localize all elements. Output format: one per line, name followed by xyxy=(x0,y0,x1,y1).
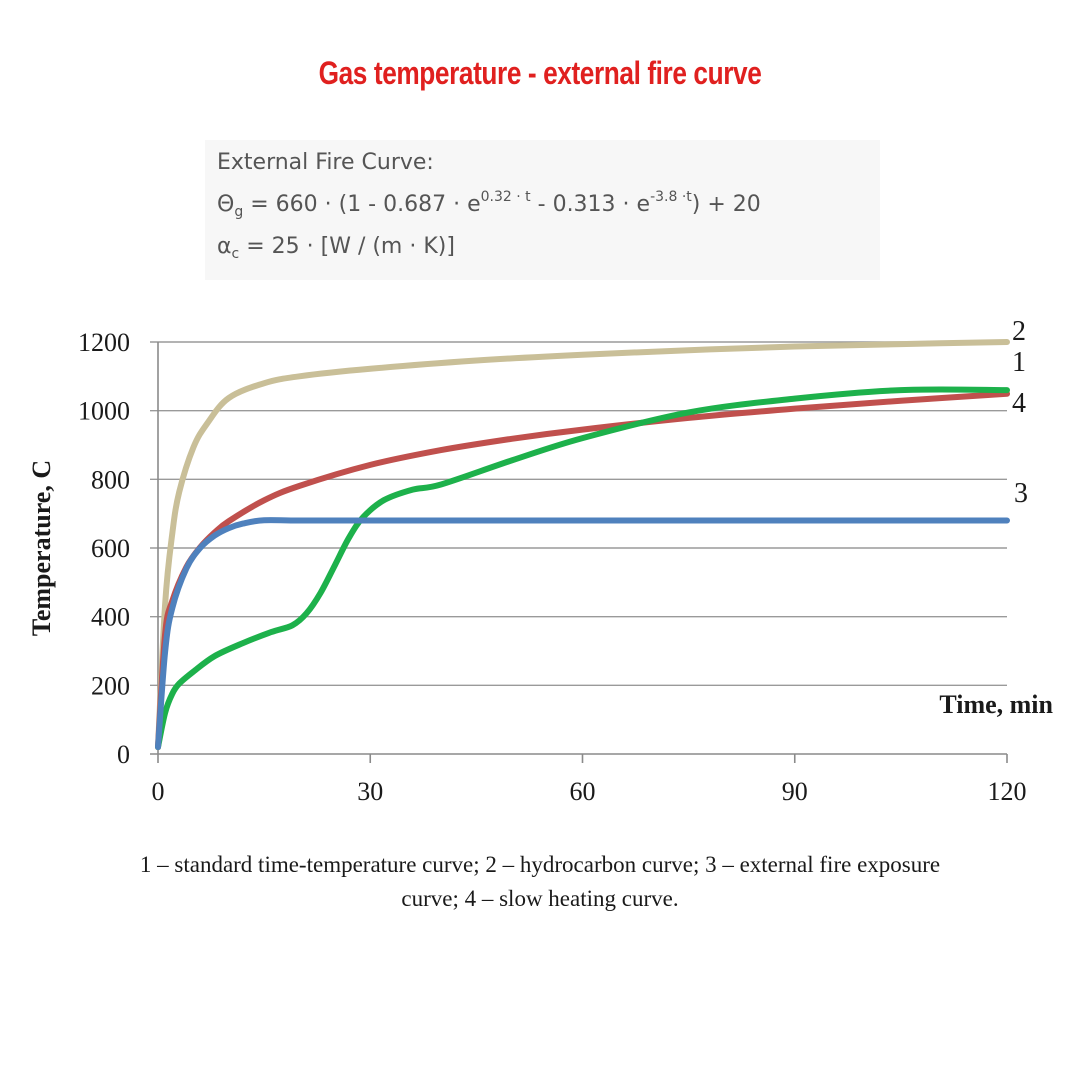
y-tick-label-1200: 1200 xyxy=(78,328,130,357)
alpha-symbol: α xyxy=(217,234,232,259)
theta-symbol: Θ xyxy=(217,192,235,217)
x-tick-label-0: 0 xyxy=(152,777,165,806)
x-axis-label: Time, min xyxy=(939,690,1053,719)
alpha-rest: = 25 · [W / (m · K)] xyxy=(239,234,455,259)
grid-layer xyxy=(150,341,1007,687)
theta-subscript: g xyxy=(234,204,244,220)
equation-part-2: - 0.313 · e xyxy=(530,192,651,217)
x-tick-label-30: 30 xyxy=(357,777,383,806)
y-tick-label-200: 200 xyxy=(91,671,130,700)
formula-heading: External Fire Curve: xyxy=(217,150,434,175)
equation-exponent-2: -3.8 ·t xyxy=(650,189,692,205)
x-tick-label-120: 120 xyxy=(988,777,1027,806)
series-line-3 xyxy=(155,517,1010,751)
x-tick-label-90: 90 xyxy=(782,777,808,806)
equation-part-3: ) + 20 xyxy=(691,192,761,217)
y-tick-label-0: 0 xyxy=(117,740,130,769)
equation-part-1: = 660 · (1 - 0.687 · e xyxy=(243,192,481,217)
y-tick-label-600: 600 xyxy=(91,534,130,563)
caption-line-2: curve; 4 – slow heating curve. xyxy=(401,886,679,911)
formula-box: External Fire Curve: Θg = 660 · (1 - 0.6… xyxy=(205,140,880,280)
figure-caption: 1 – standard time-temperature curve; 2 –… xyxy=(40,848,1040,916)
series-label-4: 4 xyxy=(1012,388,1026,419)
x-tick-label-60: 60 xyxy=(570,777,596,806)
y-axis-label: Temperature, C xyxy=(27,460,56,636)
y-tick-label-800: 800 xyxy=(91,465,130,494)
series-line-1 xyxy=(155,390,1010,751)
y-tick-label-400: 400 xyxy=(91,603,130,632)
y-tick-label-1000: 1000 xyxy=(78,397,130,426)
series-label-2: 2 xyxy=(1012,316,1026,347)
formula-gas-temperature: Θg = 660 · (1 - 0.687 · e0.32 · t - 0.31… xyxy=(217,189,761,220)
series-label-1: 1 xyxy=(1012,347,1026,378)
series-label-3: 3 xyxy=(1014,478,1028,509)
formula-convection-coefficient: αc = 25 · [W / (m · K)] xyxy=(217,234,455,262)
series-line-4 xyxy=(155,386,1010,751)
equation-exponent-1: 0.32 · t xyxy=(480,189,531,205)
series-layer xyxy=(155,339,1010,751)
labels-layer: 0 200 400 600 800 1000 1200 0 30 60 90 120 21 4 3 xyxy=(78,316,1028,806)
caption-line-1: 1 – standard time-temperature curve; 2 –… xyxy=(139,852,941,877)
page-title: Gas temperature - external fire curve xyxy=(318,55,762,91)
series-line-2 xyxy=(155,339,1010,751)
alpha-subscript: c xyxy=(231,246,240,262)
